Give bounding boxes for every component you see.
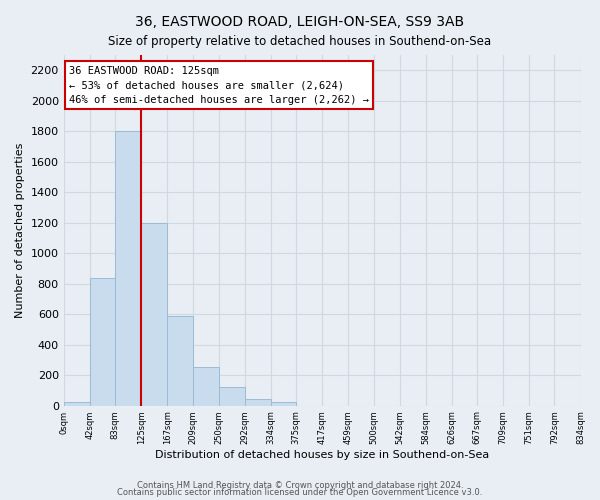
Bar bbox=[218, 388, 245, 406]
Bar bbox=[193, 366, 218, 406]
Text: 36, EASTWOOD ROAD, LEIGH-ON-SEA, SS9 3AB: 36, EASTWOOD ROAD, LEIGH-ON-SEA, SS9 3AB bbox=[136, 15, 464, 29]
Bar bbox=[89, 278, 115, 406]
Bar bbox=[271, 402, 296, 406]
Bar bbox=[167, 316, 193, 406]
X-axis label: Distribution of detached houses by size in Southend-on-Sea: Distribution of detached houses by size … bbox=[155, 450, 489, 460]
Y-axis label: Number of detached properties: Number of detached properties bbox=[15, 142, 25, 318]
Bar bbox=[64, 402, 89, 406]
Bar bbox=[245, 400, 271, 406]
Text: Size of property relative to detached houses in Southend-on-Sea: Size of property relative to detached ho… bbox=[109, 35, 491, 48]
Text: 36 EASTWOOD ROAD: 125sqm
← 53% of detached houses are smaller (2,624)
46% of sem: 36 EASTWOOD ROAD: 125sqm ← 53% of detach… bbox=[69, 66, 369, 105]
Text: Contains public sector information licensed under the Open Government Licence v3: Contains public sector information licen… bbox=[118, 488, 482, 497]
Text: Contains HM Land Registry data © Crown copyright and database right 2024.: Contains HM Land Registry data © Crown c… bbox=[137, 480, 463, 490]
Bar bbox=[141, 222, 167, 406]
Bar bbox=[115, 131, 141, 406]
